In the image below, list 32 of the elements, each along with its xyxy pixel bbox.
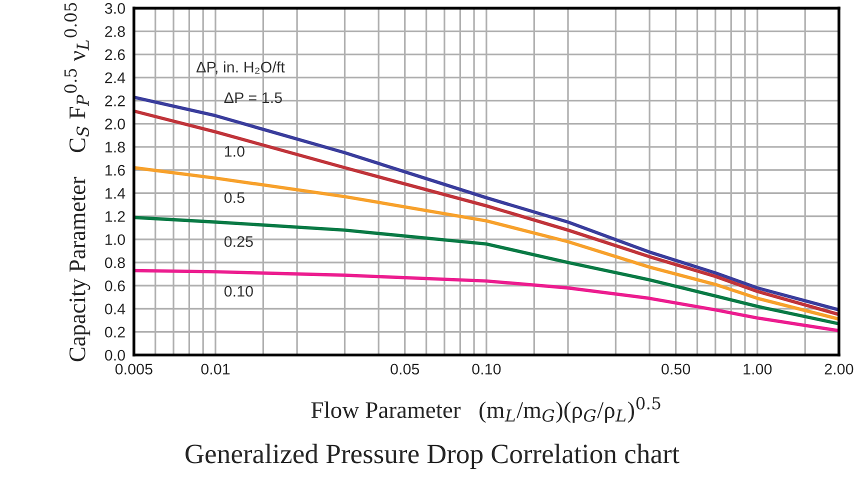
y-tick-label: 1.8	[106, 142, 125, 153]
y-tick-label: 1.4	[106, 188, 126, 199]
series-label: 0.10	[224, 286, 253, 297]
y-tick-label: 0.6	[104, 280, 125, 292]
y-tick-label: 1.0	[106, 234, 125, 246]
legend-title: ΔP, in. H₂O/ft	[196, 61, 285, 74]
y-tick-label: 2.4	[105, 72, 126, 84]
text: Flow Parameter (m$_{L}$/m$_{G}$)(ρ$_{G}$/ρ$_{L}$)$^{0.5}$	[311, 397, 660, 423]
x-tick-label: 2.00	[824, 364, 854, 375]
y-tick-label: 0.8	[104, 257, 125, 268]
x-tick-label: 0.005	[115, 364, 152, 375]
y-tick-label: 3.0	[104, 3, 125, 14]
series-label: 0.5	[224, 192, 244, 204]
y-tick-label: 0.4	[104, 304, 126, 314]
y-axis-title: Capacity Parameter C$_{S}$ F$_{P}$$^{0.5}$ ν$_{L}$$^{0.05}$	[64, 2, 90, 362]
y-tick-label: 0.0	[104, 350, 125, 361]
y-tick-label: 1.2	[106, 211, 125, 222]
series-label: ΔP = 1.5	[224, 92, 282, 104]
y-tick-label: 1.6	[106, 164, 125, 176]
series-label: 1.0	[224, 146, 244, 157]
y-tick-label: 2.2	[105, 96, 125, 106]
y-tick-label: 2.0	[105, 118, 125, 130]
series-label: 0.25	[224, 236, 253, 247]
x-tick-label: 0.01	[201, 364, 230, 375]
x-tick-label: 0.50	[662, 364, 690, 375]
y-tick-label: 2.6	[105, 49, 125, 60]
x-tick-label: 0.10	[472, 364, 501, 375]
text: Generalized Pressure Drop Correlation chart	[186, 444, 680, 469]
y-tick-label: 2.8	[105, 26, 125, 37]
y-tick-label: 0.2	[104, 326, 125, 338]
x-tick-label: 1.00	[744, 364, 772, 375]
x-tick-label: 0.05	[390, 364, 420, 375]
